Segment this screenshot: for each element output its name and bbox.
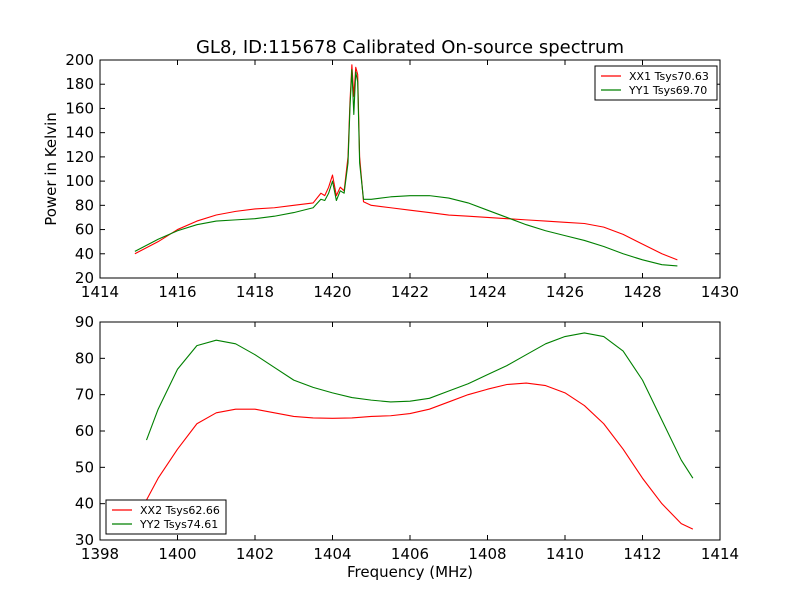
bottom-y-tick-label: 80 [75, 349, 94, 367]
top-x-tick-label: 1430 [701, 283, 739, 301]
chart-title: GL8, ID:115678 Calibrated On-source spec… [196, 37, 624, 58]
top-y-tick-label: 160 [65, 99, 94, 117]
top-y-tick-label: 20 [75, 269, 94, 287]
bottom-x-tick-label: 1414 [701, 545, 739, 563]
bottom-legend-label-1: XX2 Tsys62.66 [140, 504, 220, 517]
bottom-x-tick-label: 1404 [313, 545, 351, 563]
top-x-tick-label: 1418 [236, 283, 274, 301]
bottom-y-tick-label: 60 [75, 422, 94, 440]
top-y-tick-label: 60 [75, 221, 94, 239]
bottom-y-tick-label: 90 [75, 313, 94, 331]
top-y-tick-label: 40 [75, 245, 94, 263]
top-x-tick-label: 1426 [546, 283, 584, 301]
top-y-axis-label: Power in Kelvin [42, 112, 60, 226]
top-x-tick-label: 1424 [468, 283, 506, 301]
top-spectrum-plot: 1414 1416 1418 1420 1422 1424 1426 1428 1430 20 40… [42, 51, 739, 301]
bottom-legend-label-2: YY2 Tsys74.61 [139, 518, 218, 531]
bottom-x-tick-label: 1408 [468, 545, 506, 563]
bottom-x-tick-label: 1406 [391, 545, 429, 563]
bottom-x-axis-label: Frequency (MHz) [347, 563, 473, 581]
top-legend-label-2: YY1 Tsys69.70 [628, 84, 707, 97]
top-x-tick-label: 1416 [158, 283, 196, 301]
top-x-tick-label: 1428 [623, 283, 661, 301]
top-legend-box [594, 65, 718, 101]
top-x-tick-label: 1414 [81, 283, 119, 301]
bottom-x-tick-label: 1400 [158, 545, 196, 563]
top-y-tick-label: 80 [75, 196, 94, 214]
bottom-y-tick-label: 40 [75, 495, 94, 513]
top-y-tick-label: 200 [65, 51, 94, 69]
bottom-y-tick-label: 70 [75, 386, 94, 404]
top-y-tick-label: 180 [65, 75, 94, 93]
top-y-tick-label: 120 [65, 148, 94, 166]
top-y-tick-label: 100 [65, 172, 94, 190]
bottom-x-tick-label: 1398 [81, 545, 119, 563]
bottom-x-tick-label: 1410 [546, 545, 584, 563]
bottom-legend-box [105, 499, 227, 535]
bottom-x-tick-label: 1402 [236, 545, 274, 563]
top-y-tick-label: 140 [65, 124, 94, 142]
bottom-y-tick-label: 30 [75, 531, 94, 549]
top-legend-label-1: XX1 Tsys70.63 [629, 70, 709, 83]
top-x-tick-label: 1422 [391, 283, 429, 301]
bottom-spectrum-plot: 1398 1400 1402 1404 1406 1408 1410 1412 1414 30 40… [75, 313, 739, 581]
bottom-x-tick-label: 1412 [623, 545, 661, 563]
top-x-tick-label: 1420 [313, 283, 351, 301]
bottom-series-line-1 [146, 382, 694, 530]
top-series-line-2 [134, 69, 678, 267]
bottom-series-line-2 [145, 332, 694, 479]
bottom-y-tick-label: 50 [75, 458, 94, 476]
